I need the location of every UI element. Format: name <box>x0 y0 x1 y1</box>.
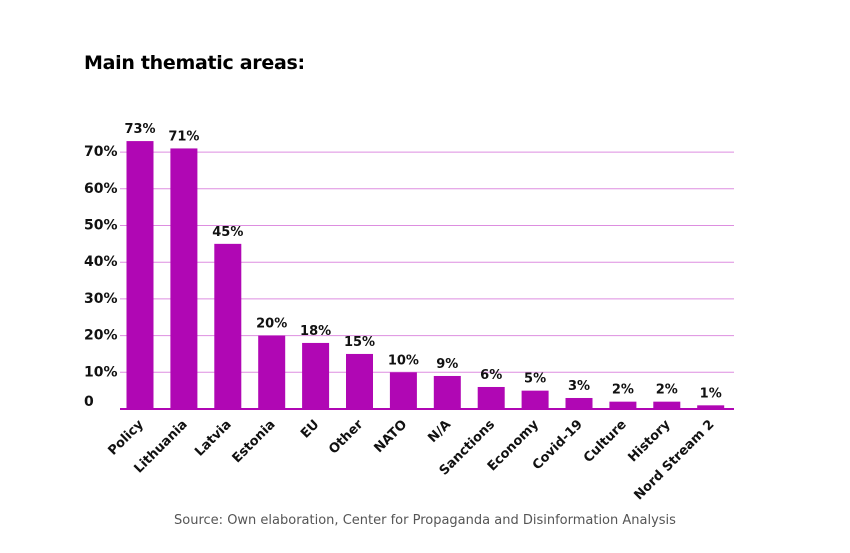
data-label: 45% <box>212 225 243 240</box>
data-label: 3% <box>568 379 590 394</box>
bar <box>477 386 505 409</box>
y-tick-label: 20% <box>84 328 118 344</box>
data-label: 20% <box>256 317 287 332</box>
data-label: 10% <box>388 353 419 368</box>
bar <box>302 342 330 409</box>
bar <box>170 148 198 409</box>
y-tick-label: 0 <box>84 394 94 410</box>
data-label: 1% <box>700 386 722 401</box>
y-tick-label: 70% <box>84 144 118 160</box>
data-label: 2% <box>656 383 678 398</box>
bar <box>521 390 549 409</box>
data-label: 9% <box>436 357 458 372</box>
data-label: 73% <box>124 122 155 137</box>
x-tick-label: NATO <box>371 417 410 456</box>
chart-title: Main thematic areas: <box>84 52 305 74</box>
x-tick-label: Latvia <box>192 417 234 459</box>
bar <box>565 397 593 409</box>
data-label: 5% <box>524 372 546 387</box>
data-labels: 73% 71% 45% 20% 18% 15% 10% 9% 6% 5% 3% 2% 2% 1% <box>124 122 721 401</box>
y-axis-tick-labels: 0 10% 20% 30% 40% 50% 60% 70% <box>84 144 118 410</box>
y-tick-label: 10% <box>84 364 118 380</box>
bar <box>609 401 637 409</box>
bar <box>346 353 373 409</box>
data-label: 2% <box>612 383 634 398</box>
y-tick-label: 60% <box>84 181 118 197</box>
y-tick-label: 50% <box>84 218 118 234</box>
y-tick-label: 30% <box>84 291 118 307</box>
bar <box>258 335 286 409</box>
bar <box>433 375 461 409</box>
x-tick-label: N/A <box>425 417 454 446</box>
x-tick-label: Other <box>326 417 367 458</box>
y-tick-label: 40% <box>84 254 118 270</box>
x-tick-label: Policy <box>105 417 147 459</box>
bar <box>214 243 242 409</box>
data-label: 71% <box>168 129 199 144</box>
bars <box>126 141 725 409</box>
bar <box>697 405 725 409</box>
x-tick-label: EU <box>298 417 322 441</box>
x-tick-label: Estonia <box>230 417 279 466</box>
bar <box>389 372 417 409</box>
source-note: Source: Own elaboration, Center for Prop… <box>174 513 676 528</box>
x-tick-label: Culture <box>581 417 630 466</box>
bar <box>126 141 154 409</box>
data-label: 6% <box>480 368 502 383</box>
x-tick-label: Nord Stream 2 <box>631 417 717 503</box>
bar <box>653 401 681 409</box>
data-label: 15% <box>344 335 375 350</box>
data-label: 18% <box>300 324 331 339</box>
gridlines <box>120 151 734 373</box>
